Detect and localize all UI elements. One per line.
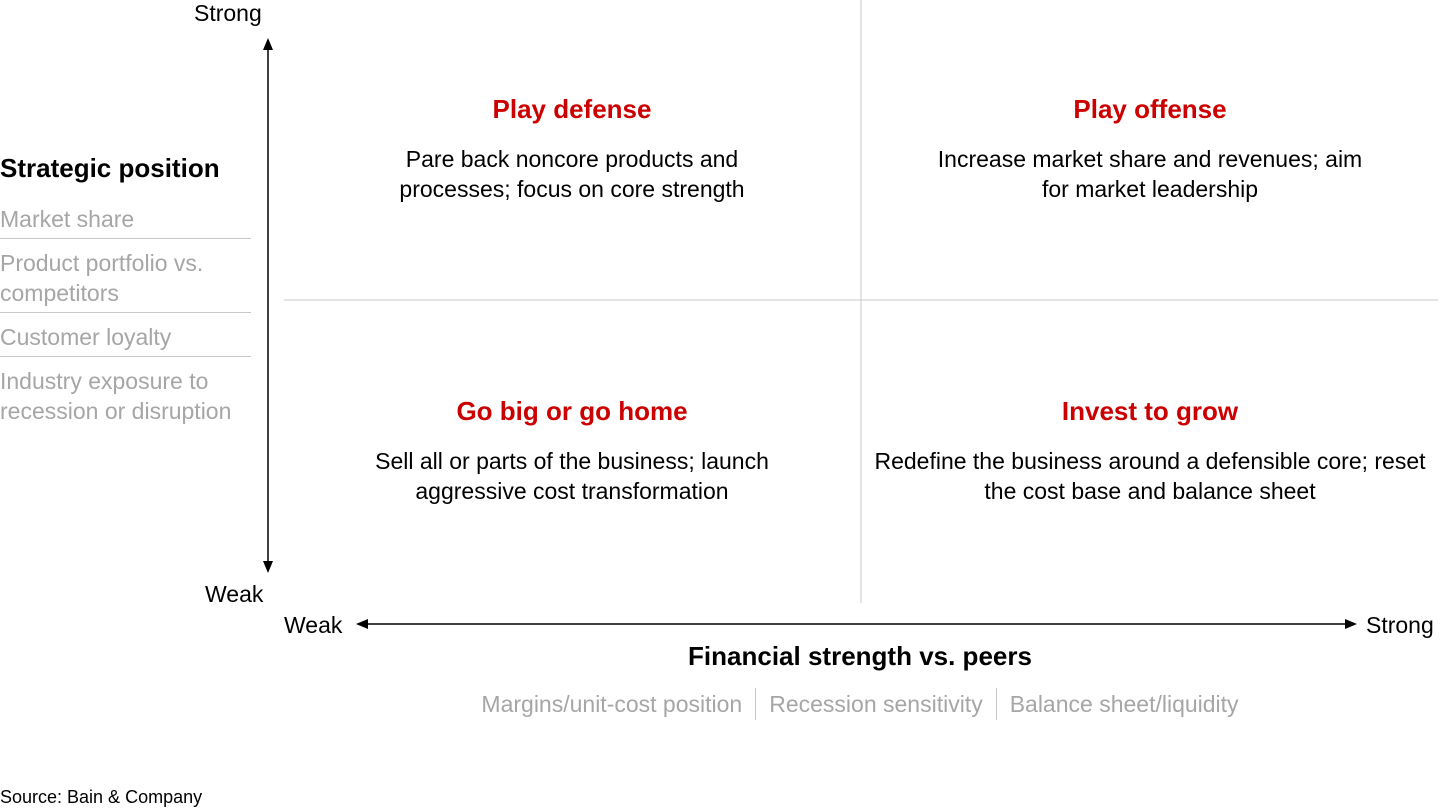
x-axis-weak-label: Weak xyxy=(284,612,343,638)
y-axis-weak-label: Weak xyxy=(205,581,264,607)
quadrant-go-big-or-go-home: Go big or go home Sell all or parts of t… xyxy=(352,396,792,506)
y-axis-arrow xyxy=(263,38,273,573)
quadrant-play-offense: Play offense Increase market share and r… xyxy=(930,94,1370,204)
criterion-market-share: Market share xyxy=(0,204,251,239)
financial-strength-title: Financial strength vs. peers xyxy=(688,641,1032,671)
quadrant-title: Invest to grow xyxy=(1061,396,1239,426)
quadrant-invest-to-grow: Invest to grow Redefine the business aro… xyxy=(872,396,1428,506)
criterion-margins: Margins/unit-cost position xyxy=(481,691,743,717)
quadrant-description: Increase market share and revenues; aim … xyxy=(937,146,1363,202)
criterion-customer-loyalty: Customer loyalty xyxy=(0,322,251,357)
quadrant-title: Go big or go home xyxy=(456,396,688,426)
quadrant-title: Play defense xyxy=(492,94,652,124)
financial-strength-criteria: Margins/unit-cost position Recession sen… xyxy=(420,688,1300,720)
criterion-balance-sheet: Balance sheet/liquidity xyxy=(995,688,1252,720)
quadrant-title: Play offense xyxy=(1073,94,1227,124)
criterion-industry-exposure: Industry exposure to recession or disrup… xyxy=(0,368,232,424)
x-axis-arrow xyxy=(356,619,1357,629)
criterion-recession-sensitivity: Recession sensitivity xyxy=(755,688,995,720)
quadrant-description: Pare back noncore products and processes… xyxy=(399,146,745,202)
quadrant-description: Redefine the business around a defensibl… xyxy=(874,448,1426,504)
y-axis-strong-label: Strong xyxy=(194,0,262,26)
strategic-position-title: Strategic position xyxy=(0,153,220,183)
quadrant-description: Sell all or parts of the business; launc… xyxy=(375,448,769,504)
quadrant-play-defense: Play defense Pare back noncore products … xyxy=(362,94,782,204)
strategic-position-criteria: Market share Product portfolio vs. compe… xyxy=(0,204,251,439)
source-note: Source: Bain & Company xyxy=(0,787,203,807)
x-axis-strong-label: Strong xyxy=(1366,612,1434,638)
criterion-product-portfolio: Product portfolio vs. competitors xyxy=(0,248,251,313)
